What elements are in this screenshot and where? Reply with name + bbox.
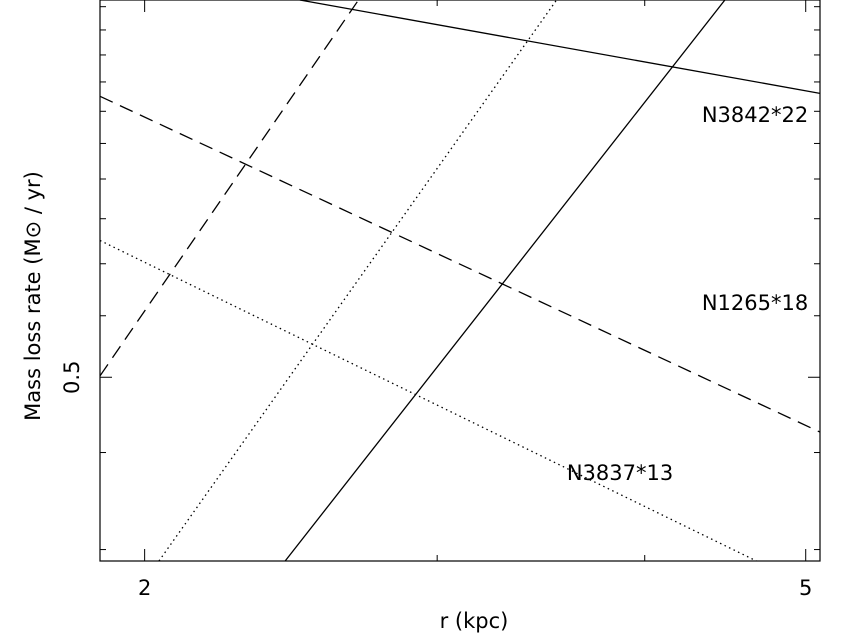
x-axis-label: r (kpc) [440, 609, 509, 633]
x-tick-label: 5 [799, 576, 812, 600]
series-line-1-a [299, 0, 820, 95]
y-tick-label: 0.5 [60, 361, 84, 394]
plot-area: 2 5 0.5 N3842*22 N1265*18 N3837*13 [60, 0, 821, 600]
x-tick-label: 2 [138, 576, 151, 600]
y-axis-label: Mass loss rate (M⊙ / yr) [21, 171, 45, 421]
series-line-2-a [100, 95, 820, 433]
series-label: N3842*22 [702, 103, 808, 127]
plot-frame [99, 0, 821, 562]
series-line-1-b [284, 0, 726, 561]
series-line-3-b [158, 0, 558, 561]
series-label: N3837*13 [567, 461, 673, 485]
series-line-3-a [100, 239, 757, 561]
series-line-2-b [100, 0, 360, 377]
series-label: N1265*18 [702, 291, 808, 315]
